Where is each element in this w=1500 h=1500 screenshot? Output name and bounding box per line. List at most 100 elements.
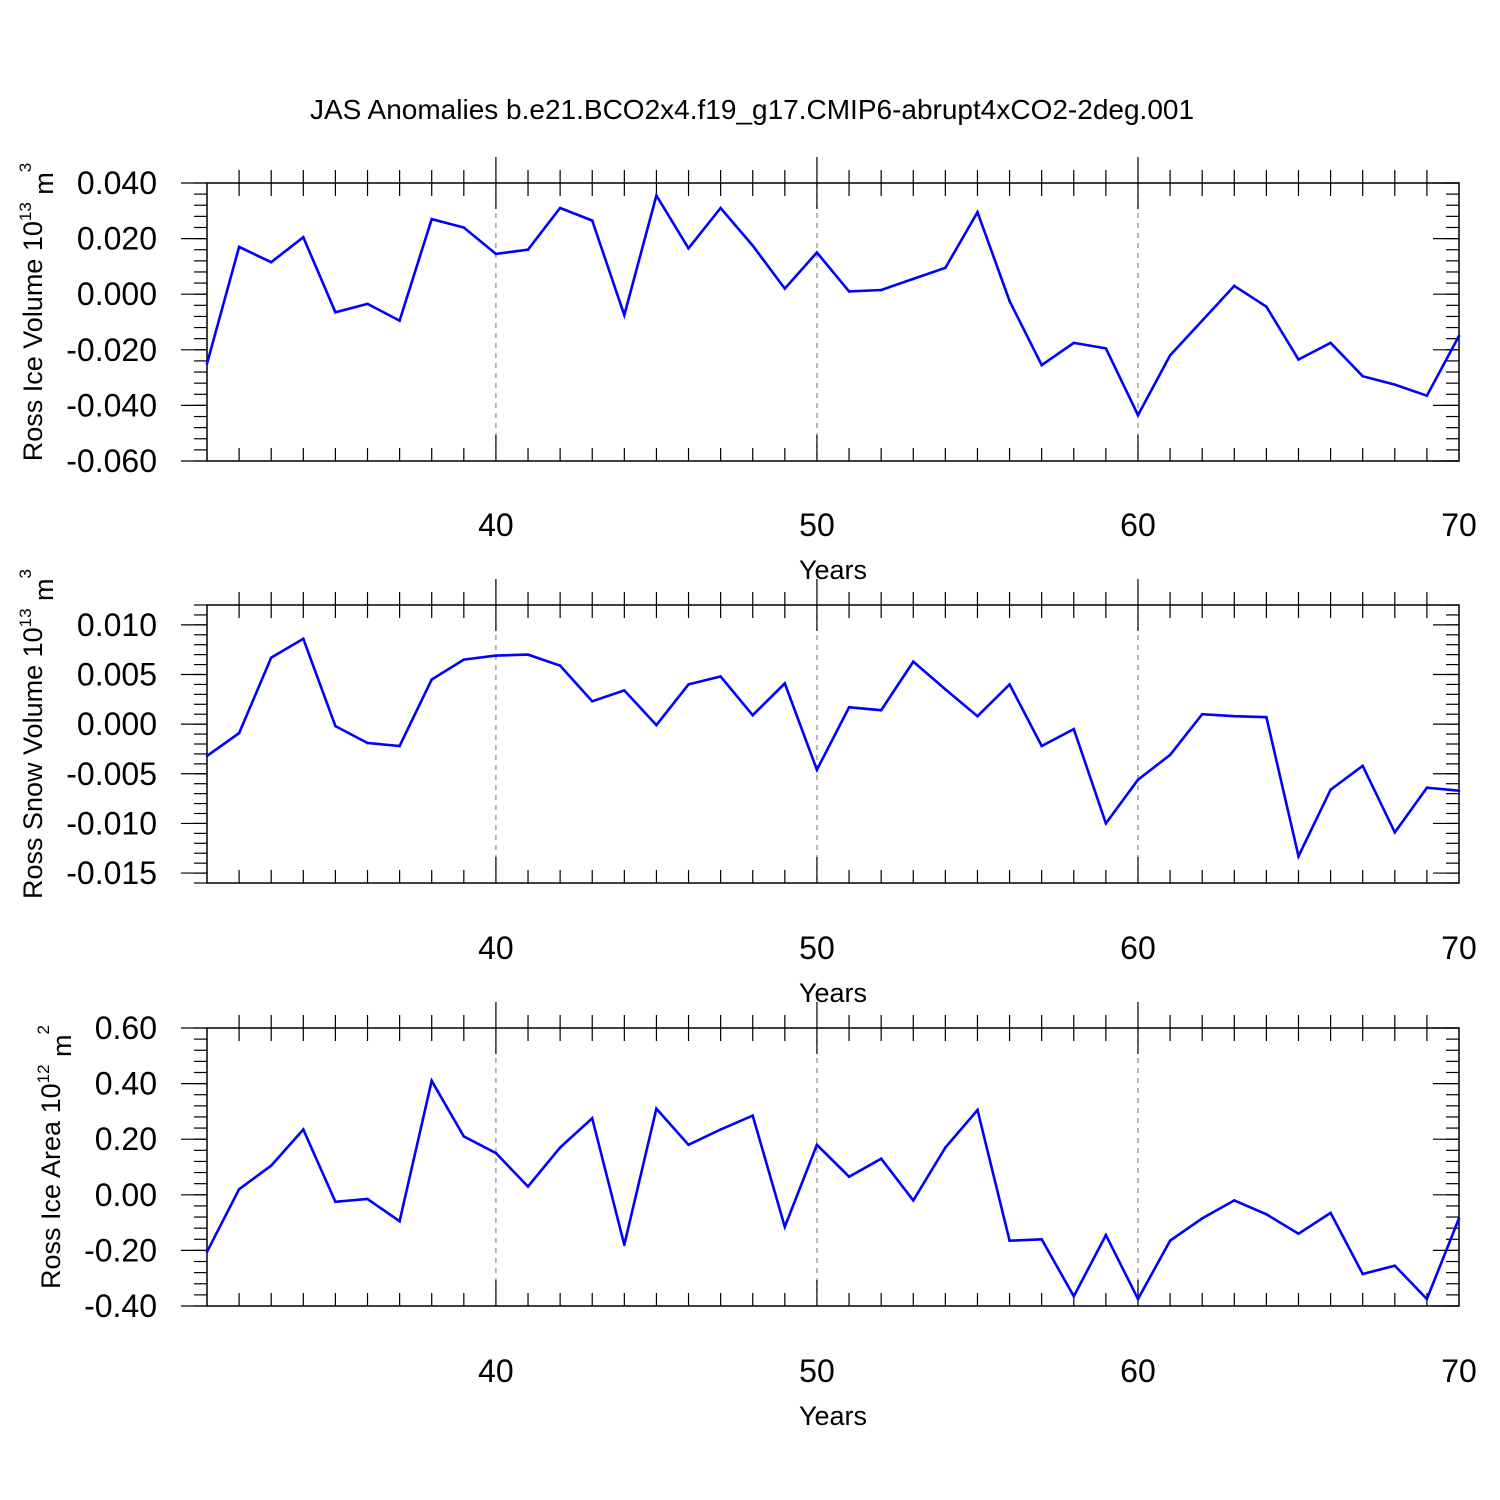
data-point (1072, 1294, 1076, 1298)
data-point (1265, 1212, 1268, 1216)
data-point (1072, 727, 1076, 731)
x-axis-title: Years (799, 555, 867, 585)
data-point (237, 731, 241, 735)
data-point (847, 290, 851, 293)
data-point (847, 705, 851, 709)
data-point (398, 1219, 401, 1223)
data-point (302, 637, 305, 641)
data-point (623, 313, 626, 317)
data-point (590, 219, 594, 222)
data-point (1297, 854, 1300, 858)
data-point (366, 741, 369, 745)
y-axis-title-unit: m (47, 1034, 77, 1064)
x-tick-label: 60 (1120, 930, 1156, 966)
data-point (911, 660, 915, 663)
y-tick-label: -0.015 (66, 855, 157, 891)
data-point (494, 1151, 498, 1155)
data-point (462, 226, 466, 229)
y-tick-label: 0.000 (77, 706, 157, 742)
y-axis-title-unit-exp: 2 (34, 1025, 53, 1034)
data-point (1297, 1232, 1300, 1236)
x-tick-label: 40 (478, 1353, 514, 1389)
data-point (430, 678, 434, 681)
data-point (526, 653, 530, 656)
data-point (815, 1143, 819, 1147)
y-axis-title: Ross Ice Area 1012 m2 (34, 1025, 77, 1289)
y-axis-title-unit-exp: 3 (16, 163, 35, 172)
data-point (1265, 305, 1268, 309)
data-point (334, 1200, 337, 1204)
data-point (494, 654, 498, 657)
y-tick-label: 0.040 (77, 165, 157, 201)
figure-title: JAS Anomalies b.e21.BCO2x4.f19_g17.CMIP6… (310, 94, 1194, 125)
data-point (911, 277, 915, 281)
data-point (1136, 778, 1140, 782)
data-point (1040, 363, 1043, 367)
y-tick-label: 0.000 (77, 276, 157, 312)
data-point (879, 1157, 883, 1160)
y-axis-title-exp: 13 (16, 202, 35, 221)
data-point (1329, 788, 1332, 791)
data-point (751, 713, 755, 717)
data-point (1425, 1297, 1429, 1301)
data-point (1040, 1237, 1043, 1241)
y-tick-label: -0.005 (66, 756, 157, 792)
data-point (590, 700, 594, 703)
y-tick-label: -0.010 (66, 805, 157, 841)
series-line (205, 1077, 1461, 1302)
y-axis-title-unit-exp: 3 (16, 569, 35, 578)
data-point (944, 266, 947, 270)
x-tick-label: 70 (1441, 1353, 1477, 1389)
data-point (623, 689, 626, 692)
y-tick-label: -0.40 (84, 1288, 157, 1324)
y-tick-label: 0.60 (95, 1010, 157, 1046)
data-point (879, 288, 883, 292)
data-point (1232, 1199, 1236, 1202)
data-point (398, 744, 401, 748)
data-point (751, 244, 755, 247)
data-point (1393, 831, 1397, 834)
data-point (334, 310, 337, 314)
data-point (558, 664, 562, 667)
data-point (1168, 1239, 1172, 1242)
data-point (462, 1135, 466, 1138)
data-point (1200, 319, 1204, 322)
data-point (1425, 786, 1429, 789)
data-point (1040, 744, 1043, 748)
data-point (655, 1107, 658, 1110)
data-point (1168, 753, 1172, 757)
data-point (1361, 1272, 1364, 1276)
data-point (847, 1175, 851, 1179)
data-point (623, 1243, 626, 1247)
data-point (205, 754, 209, 758)
data-point (302, 1128, 305, 1131)
data-point (976, 210, 979, 214)
y-axis-title-unit: m (29, 172, 59, 202)
data-point (1329, 341, 1332, 345)
data-point (302, 235, 305, 239)
data-point (719, 206, 722, 210)
data-point (269, 1164, 273, 1167)
data-point (430, 217, 434, 221)
data-point (687, 683, 690, 686)
x-tick-label: 50 (799, 1353, 835, 1389)
data-point (1457, 334, 1461, 338)
data-point (783, 682, 787, 685)
plot-frame (206, 182, 1460, 462)
y-tick-label: -0.060 (66, 443, 157, 479)
y-tick-label: -0.040 (66, 387, 157, 423)
y-axis-title: Ross Snow Volume 1013 m3 (16, 569, 59, 899)
x-tick-label: 70 (1441, 930, 1477, 966)
data-point (1008, 1239, 1011, 1242)
data-point (1200, 1217, 1204, 1220)
data-point (1008, 683, 1011, 686)
y-axis-title-main: Ross Ice Volume 10 (18, 221, 48, 461)
data-point (879, 708, 883, 712)
data-point (751, 1114, 755, 1117)
y-tick-label: 0.20 (95, 1121, 157, 1157)
data-point (1232, 714, 1236, 718)
data-point (366, 1197, 369, 1201)
data-point (1072, 341, 1076, 345)
data-point (1457, 1217, 1461, 1220)
